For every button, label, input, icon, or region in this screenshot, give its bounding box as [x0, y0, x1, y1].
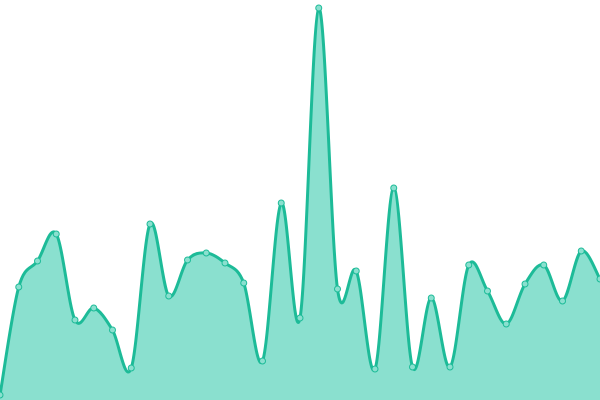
point: [352, 267, 360, 275]
point: [202, 249, 210, 257]
point: [90, 304, 98, 312]
point: [577, 247, 585, 255]
point: [71, 316, 79, 324]
point: [540, 261, 548, 269]
point: [277, 199, 285, 207]
area: [0, 7, 600, 400]
point: [427, 294, 435, 302]
point: [502, 320, 510, 328]
point: [15, 283, 23, 291]
point: [221, 259, 229, 267]
point: [521, 280, 529, 288]
point: [409, 363, 416, 371]
point: [146, 220, 154, 228]
point: [559, 297, 566, 305]
point: [446, 363, 454, 371]
point: [371, 365, 379, 373]
point: [52, 230, 60, 238]
point: [334, 285, 341, 293]
point: [315, 4, 323, 12]
point: [240, 279, 248, 287]
point: [127, 364, 135, 372]
point: [259, 357, 266, 365]
point: [296, 314, 304, 322]
point: [465, 261, 473, 269]
point: [109, 326, 116, 334]
point: [390, 184, 398, 192]
point: [0, 391, 4, 399]
point: [596, 275, 600, 283]
point: [184, 256, 191, 264]
point: [165, 292, 173, 300]
point: [484, 287, 491, 295]
point: [34, 257, 41, 265]
